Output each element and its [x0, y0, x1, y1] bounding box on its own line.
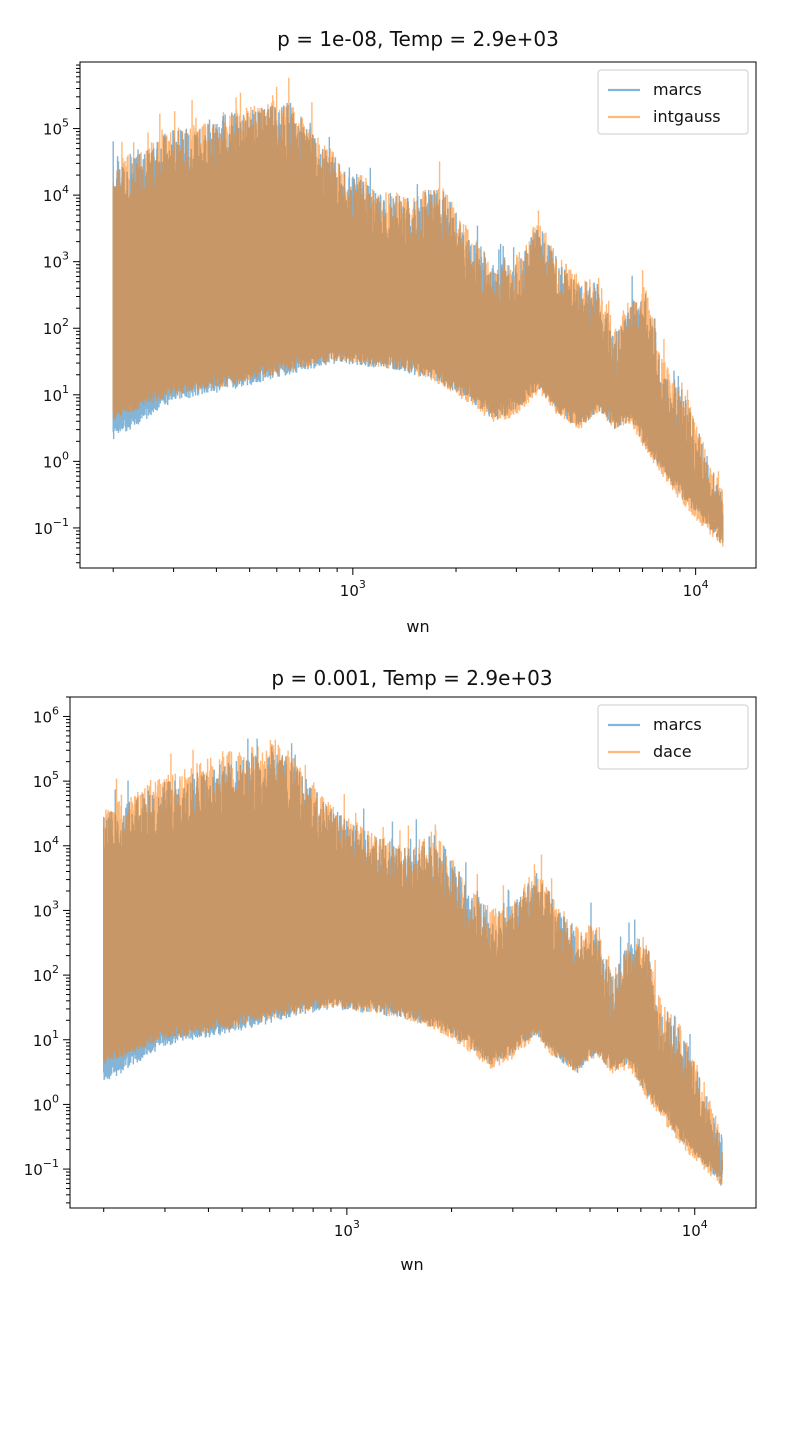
y-tick-base: 10: [43, 187, 62, 205]
y-tick-base: 10: [33, 1096, 52, 1114]
legend-label-marcs: marcs: [653, 715, 702, 734]
series-intgauss: [112, 77, 724, 547]
y-tick-label: 100: [33, 1092, 59, 1114]
x-tick-base: 10: [683, 582, 702, 600]
y-tick-label: 104: [43, 183, 69, 205]
y-tick-label: 106: [33, 704, 59, 726]
y-tick-exponent: 3: [52, 898, 59, 911]
y-tick-exponent: 0: [52, 1092, 59, 1105]
y-tick-exponent: 4: [62, 183, 69, 196]
y-tick-base: 10: [24, 1161, 43, 1179]
y-tick-exponent: 1: [52, 1028, 59, 1041]
x-tick-label: 104: [683, 578, 709, 600]
legend-label-dace: dace: [653, 742, 692, 761]
chart-2-xlabel: wn: [400, 1255, 423, 1274]
y-tick-base: 10: [43, 453, 62, 471]
y-tick-label: 105: [43, 117, 69, 139]
y-tick-base: 10: [43, 320, 62, 338]
y-tick-label: 104: [33, 834, 59, 856]
chart-1-xlabel: wn: [406, 617, 429, 636]
series-dace: [103, 739, 723, 1185]
y-tick-label: 102: [43, 316, 69, 338]
x-tick-base: 10: [682, 1222, 701, 1240]
x-tick-exponent: 4: [702, 578, 709, 591]
x-tick-base: 10: [340, 582, 359, 600]
y-tick-label: 101: [33, 1028, 59, 1050]
y-tick-label: 10−1: [34, 516, 69, 538]
y-tick-label: 103: [33, 898, 59, 920]
y-tick-base: 10: [33, 902, 52, 920]
x-tick-exponent: 4: [701, 1218, 708, 1231]
x-tick-base: 10: [334, 1222, 353, 1240]
y-tick-label: 103: [43, 250, 69, 272]
x-tick-label: 103: [340, 578, 366, 600]
y-tick-exponent: −1: [53, 516, 69, 529]
y-tick-label: 105: [33, 769, 59, 791]
y-tick-base: 10: [43, 254, 62, 272]
chart-1-series-group: [112, 77, 724, 547]
y-tick-exponent: 3: [62, 250, 69, 263]
chart-1-axes-frame: [79, 61, 757, 569]
y-tick-label: 102: [33, 963, 59, 985]
y-tick-base: 10: [33, 773, 52, 791]
chart-1: p = 1e-08, Temp = 2.9e+03 103 10410510410…: [34, 27, 757, 636]
x-tick-exponent: 3: [353, 1218, 360, 1231]
chart-1-legend: marcs intgauss: [597, 69, 749, 135]
chart-2-legend: marcs dace: [597, 704, 749, 770]
x-tick-exponent: 3: [359, 578, 366, 591]
y-tick-exponent: 2: [52, 963, 59, 976]
y-tick-exponent: 2: [62, 316, 69, 329]
y-tick-exponent: 0: [62, 449, 69, 462]
chart-2-series-group: [103, 738, 723, 1186]
y-tick-base: 10: [33, 967, 52, 985]
y-tick-exponent: 6: [52, 704, 59, 717]
chart-2-title: p = 0.001, Temp = 2.9e+03: [271, 666, 552, 690]
x-tick-label: 103: [334, 1218, 360, 1240]
chart-2-axes-frame: [69, 696, 757, 1209]
chart-1-plot-area: 103 10410510410310210110010−1marcsintgaus…: [34, 61, 757, 600]
y-tick-exponent: −1: [43, 1157, 59, 1170]
legend-label-intgauss: intgauss: [653, 107, 721, 126]
y-tick-base: 10: [34, 520, 53, 538]
chart-1-title: p = 1e-08, Temp = 2.9e+03: [277, 27, 559, 51]
y-tick-label: 10−1: [24, 1157, 59, 1179]
legend-label-marcs: marcs: [653, 80, 702, 99]
y-tick-base: 10: [33, 838, 52, 856]
chart-2: p = 0.001, Temp = 2.9e+03 103 10410610510…: [24, 666, 757, 1274]
y-tick-exponent: 4: [52, 834, 59, 847]
y-tick-label: 101: [43, 383, 69, 405]
x-tick-label: 104: [682, 1218, 708, 1240]
y-tick-label: 100: [43, 449, 69, 471]
y-tick-exponent: 5: [62, 117, 69, 130]
y-tick-exponent: 1: [62, 383, 69, 396]
y-tick-base: 10: [43, 121, 62, 139]
y-tick-base: 10: [33, 708, 52, 726]
y-tick-base: 10: [33, 1032, 52, 1050]
y-tick-base: 10: [43, 387, 62, 405]
y-tick-exponent: 5: [52, 769, 59, 782]
